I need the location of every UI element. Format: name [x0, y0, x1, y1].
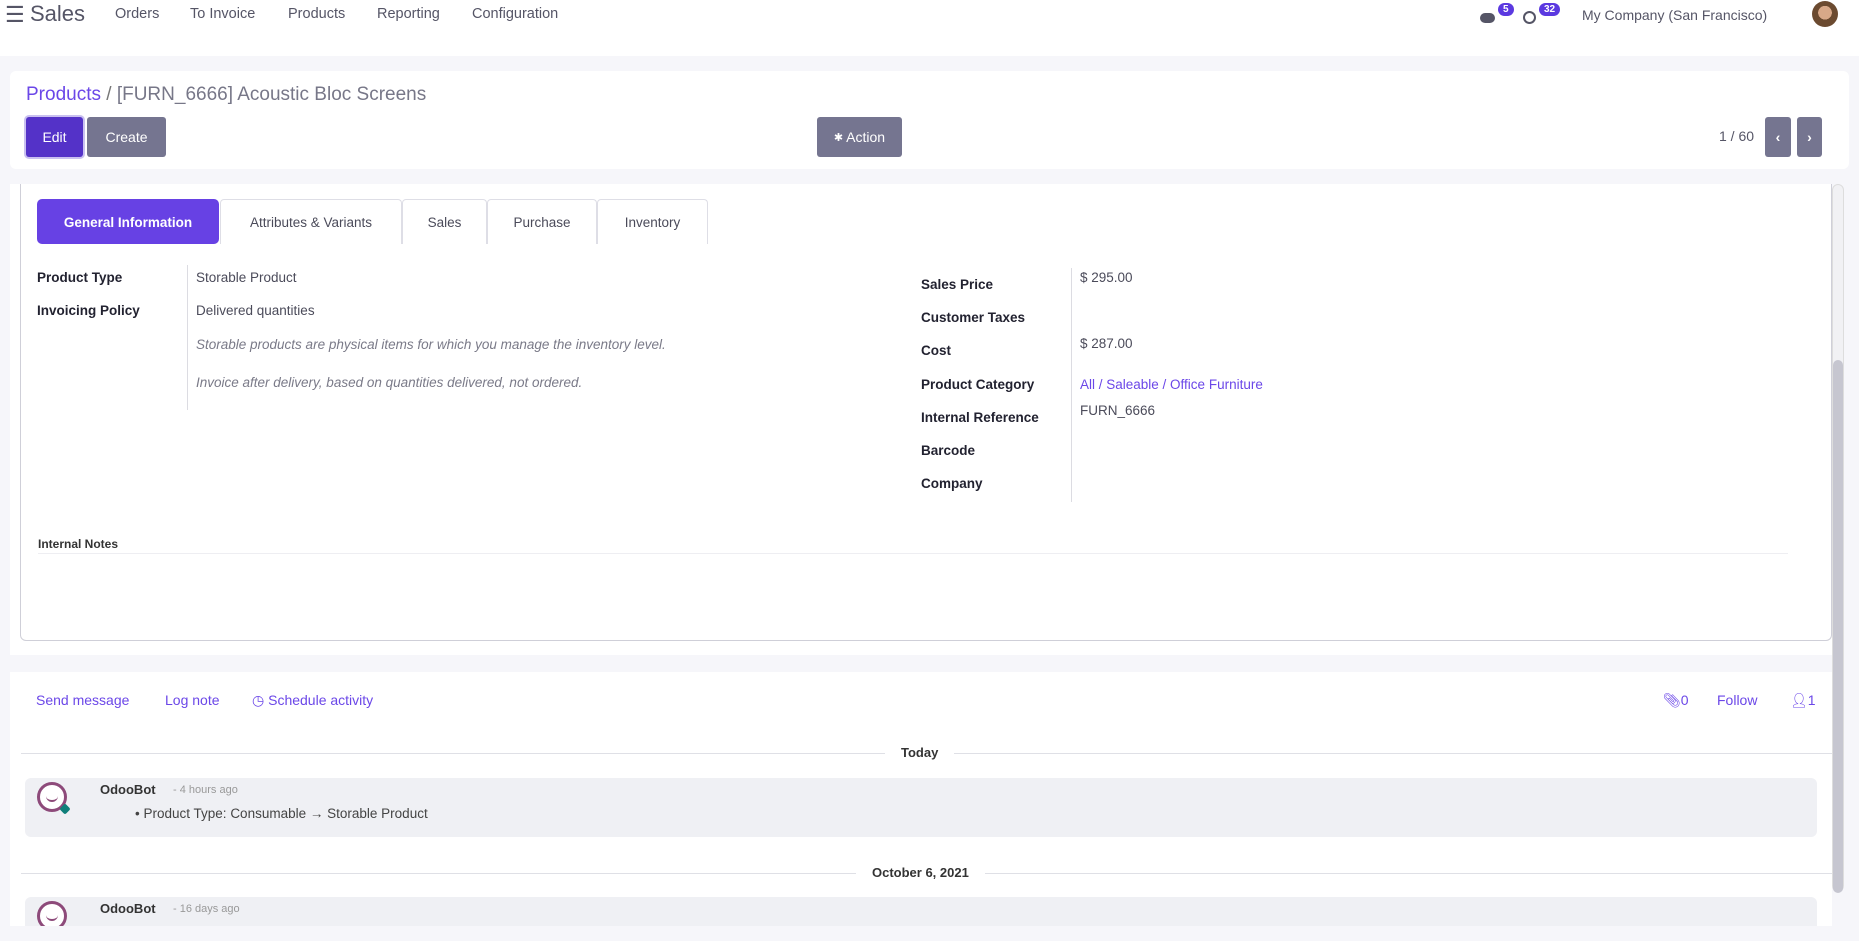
sales-price-label: Sales Price — [921, 277, 994, 292]
schedule-activity-label: Schedule activity — [268, 692, 374, 708]
paperclip-icon: 📎︎ — [1663, 692, 1681, 708]
attachments-count: 0 — [1680, 692, 1689, 708]
internal-reference-label: Internal Reference — [921, 410, 1039, 425]
user-icon: 👤︎ — [1790, 692, 1808, 708]
right-group-divider — [1071, 268, 1072, 502]
form-sheet — [20, 184, 1832, 641]
chevron-left-icon: ‹ — [1775, 129, 1781, 145]
company-label: Company — [921, 476, 983, 491]
menu-hamburger-icon[interactable]: ☰ — [5, 2, 25, 27]
date-separator-today: Today — [885, 745, 955, 760]
sales-price-value: $ 295.00 — [1080, 270, 1133, 285]
message-author: OdooBot — [100, 901, 156, 916]
send-message-button[interactable]: Send message — [36, 692, 130, 708]
action-button[interactable]: ✱ Action — [817, 117, 902, 157]
pager-next-button[interactable]: › — [1797, 117, 1822, 157]
activities-button[interactable]: 32 — [1523, 3, 1573, 28]
message-time: - 16 days ago — [173, 903, 240, 915]
follow-button[interactable]: Follow — [1717, 692, 1758, 708]
pager-value: 1 / 60 — [1719, 128, 1755, 144]
menu-reporting[interactable]: Reporting — [377, 6, 440, 22]
activities-badge: 32 — [1539, 3, 1561, 16]
customer-taxes-label: Customer Taxes — [921, 310, 1026, 325]
menu-configuration[interactable]: Configuration — [472, 6, 559, 22]
company-switcher[interactable]: My Company (San Francisco) — [1582, 7, 1768, 23]
followers-count: 1 — [1807, 692, 1816, 708]
internal-notes-label: Internal Notes — [38, 537, 119, 551]
tracking-new-value: Storable Product — [327, 806, 428, 821]
app-name: Sales — [30, 1, 86, 26]
clock-icon: ◷ — [252, 692, 269, 708]
tracking-change: • Product Type: Consumable → Storable Pr… — [135, 806, 428, 821]
top-navbar: ☰ Sales Orders To Invoice Products Repor… — [0, 0, 1859, 56]
tab-sales[interactable]: Sales — [402, 199, 487, 244]
menu-to-invoice[interactable]: To Invoice — [190, 6, 256, 22]
product-category-value[interactable]: All / Saleable / Office Furniture — [1080, 377, 1263, 392]
arrow-right-icon: → — [309, 806, 324, 821]
breadcrumb: Products / [FURN_6666] Acoustic Bloc Scr… — [26, 84, 426, 106]
invoicing-policy-label: Invoicing Policy — [37, 303, 140, 318]
clock-icon — [1523, 11, 1536, 24]
form-view — [10, 184, 1832, 655]
action-label: Action — [846, 129, 886, 145]
log-note-button[interactable]: Log note — [165, 692, 220, 708]
product-category-label: Product Category — [921, 377, 1035, 392]
tracking-field: Product Type: — [143, 806, 227, 821]
menu-products[interactable]: Products — [288, 6, 346, 22]
breadcrumb-current: [FURN_6666] Acoustic Bloc Screens — [116, 84, 427, 105]
odoobot-avatar — [37, 782, 67, 812]
left-group-divider — [187, 265, 188, 410]
pager-previous-button[interactable]: ‹ — [1765, 117, 1791, 157]
user-avatar[interactable] — [1812, 1, 1838, 27]
messages-button[interactable]: 5 — [1480, 3, 1525, 28]
schedule-activity-button[interactable]: ◷ Schedule activity — [252, 692, 373, 709]
edit-button[interactable]: Edit — [26, 117, 83, 157]
product-type-label: Product Type — [37, 270, 123, 285]
messages-badge: 5 — [1498, 3, 1514, 16]
message-item: OdooBot - 4 hours ago • Product Type: Co… — [25, 778, 1817, 837]
tab-inventory[interactable]: Inventory — [597, 199, 708, 244]
invoicing-policy-help: Invoice after delivery, based on quantit… — [196, 375, 583, 390]
date-separator-october: October 6, 2021 — [856, 865, 985, 880]
breadcrumb-separator: / — [106, 84, 112, 105]
chevron-right-icon: › — [1807, 129, 1812, 145]
internal-notes-field[interactable] — [38, 553, 1788, 554]
internal-reference-value: FURN_6666 — [1080, 403, 1156, 418]
barcode-label: Barcode — [921, 443, 976, 458]
control-panel: Products / [FURN_6666] Acoustic Bloc Scr… — [10, 71, 1849, 169]
cost-value: $ 287.00 — [1080, 336, 1133, 351]
chat-icon — [1480, 13, 1495, 23]
menu-orders[interactable]: Orders — [115, 6, 160, 22]
tab-purchase[interactable]: Purchase — [487, 199, 597, 244]
tab-general-information[interactable]: General Information — [37, 199, 219, 244]
message-author: OdooBot — [100, 782, 156, 797]
tracking-old-value: Consumable — [230, 806, 307, 821]
followers-button[interactable]: 👤︎1 — [1790, 692, 1816, 709]
chatter: Send message Log note ◷ Schedule activit… — [10, 672, 1833, 941]
create-button[interactable]: Create — [87, 117, 166, 157]
breadcrumb-products[interactable]: Products — [26, 84, 101, 105]
message-time: - 4 hours ago — [173, 784, 238, 796]
gear-icon: ✱ — [833, 131, 844, 144]
product-type-help: Storable products are physical items for… — [196, 337, 666, 352]
scrollbar-thumb[interactable] — [1833, 360, 1843, 893]
product-type-value: Storable Product — [196, 270, 297, 285]
invoicing-policy-value: Delivered quantities — [196, 303, 315, 318]
attachments-button[interactable]: 📎︎0 — [1663, 692, 1689, 709]
cost-label: Cost — [921, 343, 951, 358]
scrollbar-track[interactable] — [1832, 184, 1844, 893]
tab-attributes-variants[interactable]: Attributes & Variants — [220, 199, 402, 244]
bottom-strip — [0, 926, 1859, 941]
